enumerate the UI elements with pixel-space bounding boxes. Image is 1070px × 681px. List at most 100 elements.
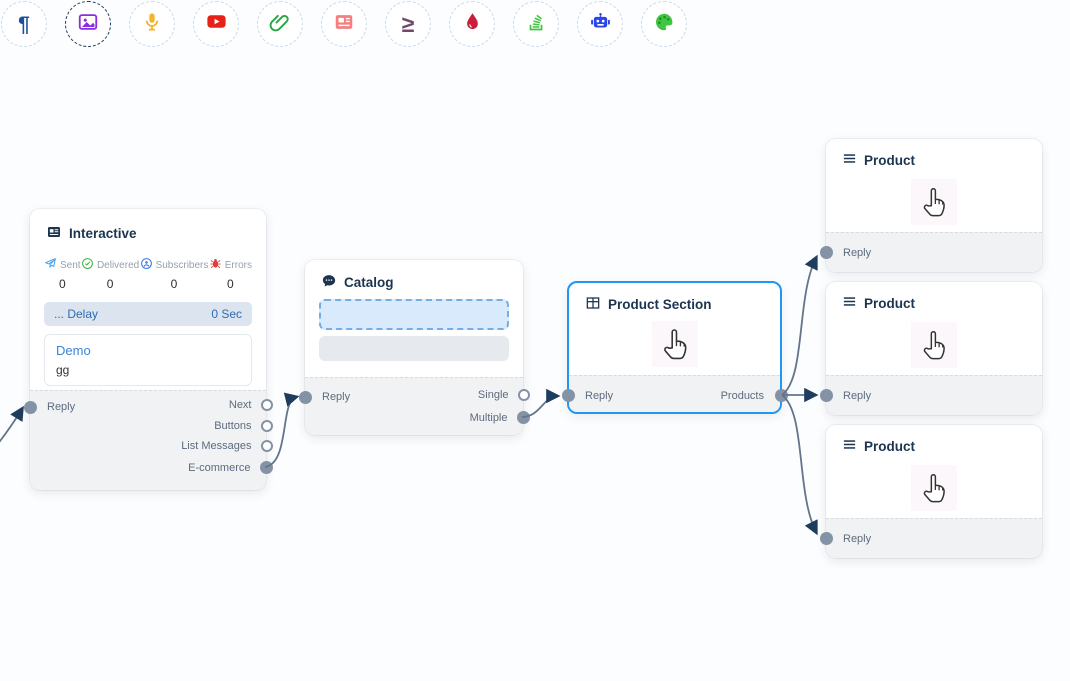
toolbar-button-template[interactable] [321, 1, 367, 47]
output-handle-buttons[interactable] [260, 419, 273, 432]
toolbar-button-image[interactable] [65, 1, 111, 47]
toolbar-button-video[interactable] [193, 1, 239, 47]
list-bars-icon [842, 294, 857, 312]
input-handle-reply[interactable] [819, 246, 833, 259]
stat-delivered: Delivered 0 [81, 257, 139, 291]
node-header: Product Section [569, 283, 780, 314]
stack-icon [525, 11, 547, 38]
node-header: Product [826, 282, 1042, 312]
comment-dots-icon [321, 273, 337, 292]
delay-value: 0 Sec [211, 307, 242, 321]
output-handle-next[interactable] [260, 399, 273, 411]
input-label: Reply [843, 533, 872, 545]
toolbar-button-bot[interactable] [577, 1, 623, 47]
node-footer: Reply [819, 518, 1042, 558]
node-title: Product [864, 295, 916, 311]
node-footer: Reply Products [561, 375, 788, 412]
list-bars-icon [842, 151, 857, 169]
robot-icon [589, 10, 612, 38]
output-handle-multiple[interactable] [516, 411, 530, 424]
node-footer: Reply Single Multiple [298, 377, 530, 435]
hand-cursor-icon [911, 465, 957, 511]
node-header: Product [826, 425, 1042, 455]
check-circle-icon [81, 257, 94, 273]
delay-row[interactable]: ... Delay 0 Sec [44, 302, 252, 326]
toolbar-button-theme[interactable] [641, 1, 687, 47]
output-multiple: Multiple [470, 411, 530, 424]
input-label: Reply [843, 390, 872, 402]
input-label: Reply [47, 401, 76, 413]
toolbar-button-file[interactable] [257, 1, 303, 47]
news-card-icon [333, 11, 355, 38]
node-title: Product [864, 438, 916, 454]
catalog-placeholder-bar[interactable] [319, 336, 509, 361]
stat-errors: Errors 0 [209, 257, 252, 291]
node-title: Product [864, 152, 916, 168]
toolbar-button-condition[interactable]: ≥ [385, 1, 431, 47]
output-handle-list-messages[interactable] [260, 440, 273, 452]
greater-equal-icon: ≥ [401, 10, 415, 37]
stat-sent: Sent 0 [44, 257, 81, 291]
output-handle-single[interactable] [517, 389, 530, 401]
toolbar: ¶ ≥ [0, 0, 1070, 50]
stat-subscribers: Subscribers 0 [140, 257, 208, 291]
newspaper-icon [46, 224, 62, 243]
output-next: Next [229, 399, 273, 411]
node-title: Catalog [344, 275, 394, 290]
input-handle-reply[interactable] [23, 400, 37, 414]
node-footer: Reply [819, 375, 1042, 415]
toolbar-button-stack[interactable] [513, 1, 559, 47]
toolbar-button-text[interactable]: ¶ [1, 1, 47, 47]
youtube-icon [205, 10, 228, 38]
input-label: Reply [843, 247, 872, 259]
node-header: Product [826, 139, 1042, 169]
input-handle-reply[interactable] [819, 532, 833, 545]
node-header: Interactive [30, 209, 266, 243]
node-interactive[interactable]: Interactive Sent 0 Delivered 0 Subscribe… [23, 209, 273, 490]
stats-row: Sent 0 Delivered 0 Subscribers 0 Errors … [30, 243, 266, 291]
output-handle-products[interactable] [774, 389, 788, 402]
hand-cursor-icon [652, 321, 698, 367]
list-bars-icon [842, 437, 857, 455]
node-header: Catalog [305, 260, 523, 292]
input-handle-reply[interactable] [819, 389, 833, 402]
node-catalog[interactable]: Catalog Reply Single Multiple [298, 260, 530, 435]
table-grid-icon [585, 295, 601, 314]
hand-cursor-icon [911, 322, 957, 368]
node-product-1[interactable]: Product Reply [819, 139, 1042, 272]
toolbar-button-audio[interactable] [129, 1, 175, 47]
droplet-icon [462, 11, 483, 37]
output-list-messages: List Messages [181, 440, 273, 452]
paper-plane-icon [44, 257, 57, 273]
bug-icon [209, 257, 222, 273]
hand-cursor-icon [911, 179, 957, 225]
microphone-icon [141, 11, 163, 38]
message-preview[interactable]: Demo gg [44, 334, 252, 386]
message-title: Demo [56, 343, 91, 358]
toolbar-button-droplet[interactable] [449, 1, 495, 47]
node-product-2[interactable]: Product Reply [819, 282, 1042, 415]
image-icon [77, 11, 99, 38]
input-handle-reply[interactable] [561, 389, 575, 402]
message-body: gg [56, 363, 70, 377]
edge-incoming-reply [0, 405, 24, 443]
edge-products-to-product-1 [781, 254, 818, 396]
output-single: Single [478, 389, 530, 401]
input-label: Reply [322, 391, 351, 403]
edge-products-to-product-3 [781, 394, 818, 536]
node-product-3[interactable]: Product Reply [819, 425, 1042, 558]
output-buttons: Buttons [214, 419, 273, 432]
output-label: Products [720, 390, 764, 402]
palette-icon [653, 11, 675, 38]
node-footer: Reply [819, 232, 1042, 272]
output-handle-ecommerce[interactable] [259, 461, 273, 474]
input-handle-reply[interactable] [298, 390, 312, 404]
input-label: Reply [585, 390, 614, 402]
paperclip-icon [269, 11, 291, 38]
output-ecommerce: E-commerce [188, 461, 273, 474]
node-title: Product Section [608, 297, 712, 312]
paragraph-icon: ¶ [18, 12, 30, 36]
catalog-dropzone[interactable] [319, 299, 509, 330]
node-title: Interactive [69, 226, 137, 241]
node-product-section[interactable]: Product Section Reply Products [561, 281, 788, 414]
